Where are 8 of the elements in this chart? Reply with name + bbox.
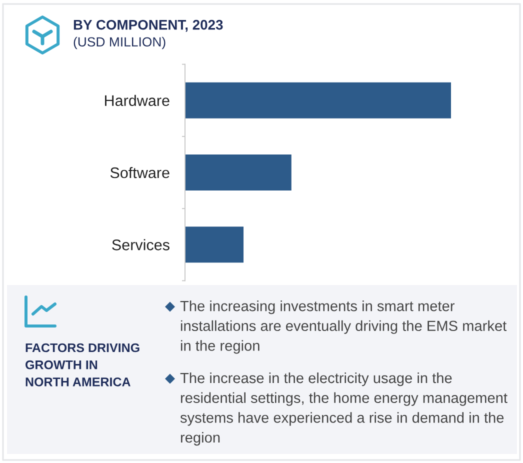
text: The increasing investments in smart meter installations are eventually driving the EMS market in the region (180, 300, 507, 354)
chart-title: BY COMPONENT, 2023 (74, 20, 223, 32)
y-tick-label: Hardware (105, 94, 170, 106)
chart-subtitle: (USD MILLION) (74, 36, 166, 50)
y-tick-label: Services (112, 239, 170, 250)
text: FACTORS DRIVING GROWTH IN NORTH AMERICA (26, 343, 140, 386)
y-tick-label: Software (110, 166, 170, 178)
text: The increase in the electricity usage in the residential settings, the home energy management systems have experienced a rise in demand in the region (180, 372, 508, 446)
